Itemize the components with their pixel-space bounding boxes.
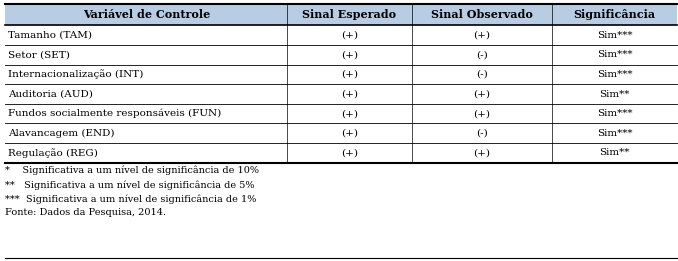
Text: (+): (+) (341, 129, 358, 138)
Text: (+): (+) (341, 50, 358, 59)
Text: (+): (+) (341, 148, 358, 157)
Text: Fundos socialmente responsáveis (FUN): Fundos socialmente responsáveis (FUN) (8, 109, 222, 118)
Text: Sim***: Sim*** (597, 109, 633, 118)
Text: Variável de Controle: Variável de Controle (83, 9, 210, 20)
Text: (-): (-) (476, 50, 488, 59)
Text: (+): (+) (341, 109, 358, 118)
Text: Internacionalização (INT): Internacionalização (INT) (8, 70, 144, 79)
Text: Sim***: Sim*** (597, 31, 633, 40)
Text: Sim**: Sim** (599, 148, 630, 157)
Text: Setor (SET): Setor (SET) (8, 50, 70, 59)
Text: (-): (-) (476, 129, 488, 138)
Text: (+): (+) (341, 70, 358, 79)
Text: Auditoria (AUD): Auditoria (AUD) (8, 90, 93, 99)
Text: **   Significativa a um nível de significância de 5%: ** Significativa a um nível de significâ… (5, 180, 255, 189)
Text: Regulação (REG): Regulação (REG) (8, 148, 98, 158)
Text: Sinal Observado: Sinal Observado (431, 9, 533, 20)
Text: (-): (-) (476, 70, 488, 79)
Text: (+): (+) (473, 90, 490, 99)
Bar (5, 4, 677, 26)
Text: Tamanho (TAM): Tamanho (TAM) (8, 31, 92, 40)
Text: Sim***: Sim*** (597, 50, 633, 59)
Text: (+): (+) (341, 31, 358, 40)
Text: (+): (+) (473, 31, 490, 40)
Text: (+): (+) (473, 109, 490, 118)
Text: Sim***: Sim*** (597, 129, 633, 138)
Text: ***  Significativa a um nível de significância de 1%: *** Significativa a um nível de signific… (5, 194, 257, 204)
Text: Sim***: Sim*** (597, 70, 633, 79)
Text: (+): (+) (341, 90, 358, 99)
Text: Fonte: Dados da Pesquisa, 2014.: Fonte: Dados da Pesquisa, 2014. (5, 208, 167, 217)
Text: (+): (+) (473, 148, 490, 157)
Text: Alavancagem (END): Alavancagem (END) (8, 129, 115, 138)
Text: Sim**: Sim** (599, 90, 630, 99)
Text: Sinal Esperado: Sinal Esperado (302, 9, 397, 20)
Text: Significância: Significância (574, 9, 656, 20)
Text: *    Significativa a um nível de significância de 10%: * Significativa a um nível de significân… (5, 166, 260, 175)
